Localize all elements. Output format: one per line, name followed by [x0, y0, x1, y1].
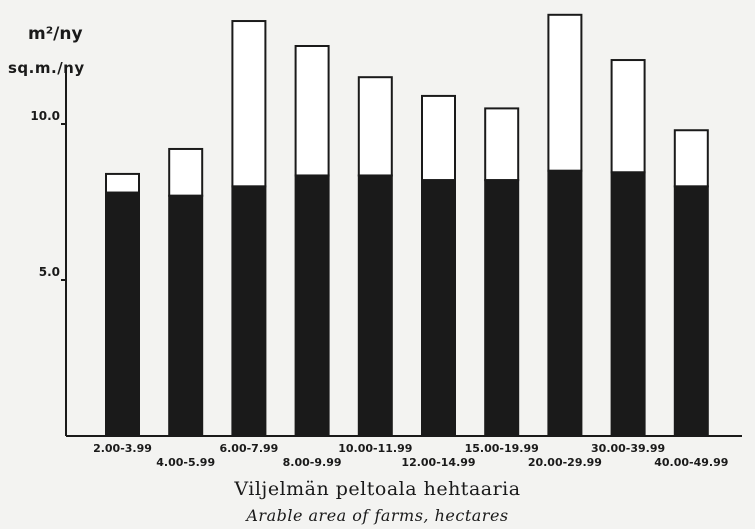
x-tick-label: 2.00-3.99 — [93, 442, 152, 455]
x-tick-label: 6.00-7.99 — [219, 442, 278, 455]
bar-lower-segment — [357, 174, 393, 437]
bar-lower-segment — [105, 191, 140, 437]
x-tick-label: 40.00-49.99 — [654, 456, 728, 469]
x-tick-label: 12.00-14.99 — [401, 456, 475, 469]
y-axis-label-finnish: m²/ny — [28, 24, 83, 44]
bar-lower-segment — [610, 171, 646, 438]
y-tick-label: 10.0 — [30, 109, 60, 123]
bar-lower-segment — [421, 179, 456, 437]
x-tick-label: 30.00-39.99 — [591, 442, 665, 455]
bar-lower-segment — [673, 185, 709, 437]
bar-upper-segment — [231, 20, 267, 188]
x-tick-label: 20.00-29.99 — [528, 456, 602, 469]
bar-upper-segment — [294, 45, 330, 177]
y-axis-label-english: sq.m./ny — [8, 59, 85, 77]
bar-upper-segment — [547, 13, 583, 172]
x-tick-label: 10.00-11.99 — [338, 442, 412, 455]
bar-upper-segment — [357, 76, 393, 177]
x-axis-title-english: Arable area of farms, hectares — [246, 506, 509, 525]
x-tick-label: 8.00-9.99 — [283, 456, 342, 469]
x-tick-label: 4.00-5.99 — [156, 456, 215, 469]
bar-upper-segment — [484, 107, 520, 182]
bar-upper-segment — [105, 172, 140, 194]
bar-lower-segment — [168, 194, 204, 437]
bar-lower-segment — [484, 179, 520, 437]
bar-upper-segment — [673, 129, 709, 188]
bar-upper-segment — [168, 147, 204, 197]
x-axis-title-finnish: Viljelmän peltoala hehtaaria — [234, 478, 521, 500]
bar-upper-segment — [421, 94, 456, 182]
x-tick-label: 15.00-19.99 — [465, 442, 539, 455]
bar-lower-segment — [231, 185, 267, 437]
bar-lower-segment — [547, 169, 583, 438]
bar-upper-segment — [610, 59, 646, 174]
y-tick-label: 5.0 — [39, 265, 60, 279]
bar-lower-segment — [294, 174, 330, 437]
